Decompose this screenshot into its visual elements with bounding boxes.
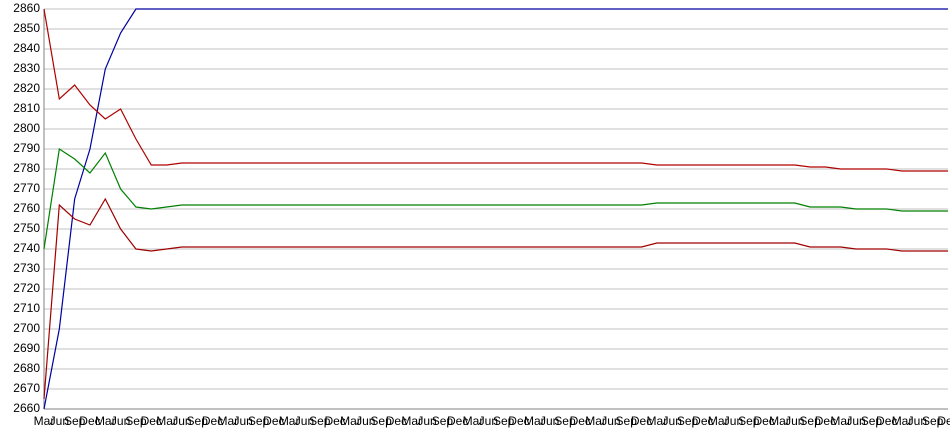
x-tick-label: Mar: [647, 414, 668, 428]
y-tick-label: 2780: [13, 161, 40, 175]
x-tick-label: Mar: [463, 414, 484, 428]
x-tick-label: Dec: [79, 414, 100, 428]
x-tick-label: Sep: [64, 414, 86, 428]
x-tick-label: Mar: [585, 414, 606, 428]
x-tick-label: Dec: [263, 414, 284, 428]
x-tick-label: Sep: [432, 414, 454, 428]
x-tick-label: Mar: [708, 414, 729, 428]
x-tick-label: Sep: [799, 414, 821, 428]
x-tick-label: Mar: [769, 414, 790, 428]
y-tick-label: 2700: [13, 321, 40, 335]
x-tick-label: Dec: [570, 414, 591, 428]
x-tick-label: Sep: [309, 414, 331, 428]
y-tick-label: 2730: [13, 261, 40, 275]
series-line: [43, 147, 948, 250]
x-tick-label: Mar: [218, 414, 239, 428]
y-tick-label: 2850: [13, 21, 40, 35]
y-tick-label: 2810: [13, 101, 40, 115]
y-tick-label: 2790: [13, 141, 40, 155]
x-tick-label: Mar: [524, 414, 545, 428]
x-tick-label: Dec: [753, 414, 774, 428]
x-tick-label: Dec: [631, 414, 652, 428]
y-tick-label: 2800: [13, 121, 40, 135]
x-tick-label: Dec: [876, 414, 897, 428]
x-tick-label: Mar: [34, 414, 55, 428]
x-tick-label: Mar: [156, 414, 177, 428]
x-tick-label: Jun: [356, 414, 375, 428]
x-tick-label: Jun: [417, 414, 436, 428]
x-tick-label: Sep: [616, 414, 638, 428]
x-tick-label: Mar: [95, 414, 116, 428]
x-tick-label: Jun: [172, 414, 191, 428]
x-tick-label: Dec: [202, 414, 223, 428]
y-tick-label: 2820: [13, 81, 40, 95]
x-tick-label: Mar: [401, 414, 422, 428]
y-tick-label: 2750: [13, 221, 40, 235]
y-tick-label: 2660: [13, 401, 40, 415]
x-tick-label: Jun: [724, 414, 743, 428]
series-line: [43, 8, 948, 410]
x-tick-label: Sep: [922, 414, 944, 428]
x-tick-label: Jun: [479, 414, 498, 428]
x-tick-label: Mar: [340, 414, 361, 428]
x-tick-label: Sep: [861, 414, 883, 428]
x-tick-label: Sep: [738, 414, 760, 428]
y-tick-label: 2720: [13, 281, 40, 295]
x-tick-label: Dec: [815, 414, 836, 428]
y-tick-label: 2840: [13, 41, 40, 55]
x-tick-label: Jun: [663, 414, 682, 428]
y-tick-label: 2690: [13, 341, 40, 355]
x-tick-label: Mar: [279, 414, 300, 428]
x-tick-label: Sep: [493, 414, 515, 428]
x-tick-label: Jun: [785, 414, 804, 428]
x-tick-label: Mar: [892, 414, 913, 428]
x-tick-label: Jun: [846, 414, 865, 428]
y-tick-label: 2770: [13, 181, 40, 195]
y-tick-label: 2670: [13, 381, 40, 395]
x-tick-label: Sep: [248, 414, 270, 428]
x-tick-label: Dec: [324, 414, 345, 428]
series-line: [43, 197, 948, 400]
x-tick-label: Jun: [540, 414, 559, 428]
x-tick-label: Dec: [447, 414, 468, 428]
x-tick-label: Sep: [187, 414, 209, 428]
x-tick-label: Jun: [50, 414, 69, 428]
x-tick-label: Jun: [908, 414, 927, 428]
x-tick-label: Sep: [125, 414, 147, 428]
x-tick-label: Sep: [370, 414, 392, 428]
x-tick-label: Sep: [554, 414, 576, 428]
x-tick-label: Dec: [692, 414, 713, 428]
x-tick-label: Mar: [830, 414, 851, 428]
x-tick-label: Jun: [234, 414, 253, 428]
y-tick-label: 2710: [13, 301, 40, 315]
y-tick-label: 2860: [13, 1, 40, 15]
y-tick-label: 2830: [13, 61, 40, 75]
x-tick-label: Jun: [601, 414, 620, 428]
y-tick-label: 2680: [13, 361, 40, 375]
y-tick-label: 2740: [13, 241, 40, 255]
x-tick-label: Sep: [677, 414, 699, 428]
x-tick-label: Jun: [111, 414, 130, 428]
x-tick-label: Dec: [937, 414, 950, 428]
y-tick-label: 2760: [13, 201, 40, 215]
x-tick-label: Dec: [386, 414, 407, 428]
series-line: [43, 8, 948, 172]
x-tick-label: Dec: [141, 414, 162, 428]
x-tick-label: Dec: [508, 414, 529, 428]
x-tick-label: Jun: [295, 414, 314, 428]
